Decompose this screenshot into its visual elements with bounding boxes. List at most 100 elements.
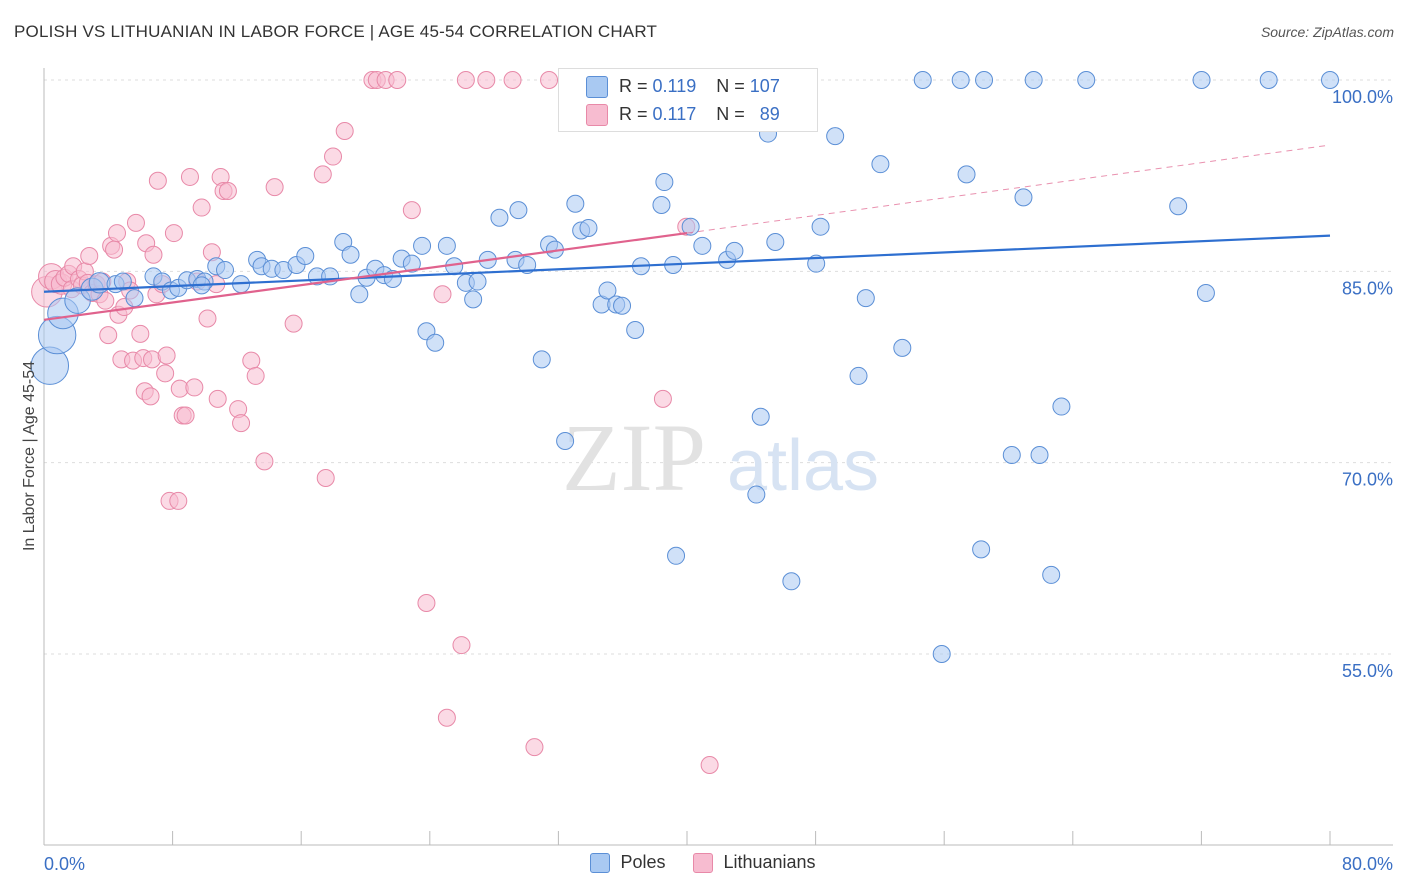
lithuanians-point-21	[107, 224, 126, 243]
legend-row-poles: R = 0.119 N = 107	[586, 73, 780, 99]
poles-point-93	[1030, 446, 1049, 465]
poles-point-95	[1052, 397, 1071, 416]
poles-point-82	[871, 155, 890, 174]
poles-point-37	[413, 236, 432, 255]
watermark-zip: ZIP	[562, 404, 706, 511]
poles-point-49	[518, 255, 537, 274]
poles-point-29	[341, 245, 360, 264]
lithuanians-point-29	[131, 324, 150, 343]
poles-point-30	[350, 285, 369, 304]
lithuanians-point-18	[99, 326, 118, 345]
lithuanians-point-33	[141, 387, 160, 406]
lithuanians-point-87	[653, 389, 672, 408]
poles-swatch	[586, 76, 608, 98]
poles-n-value: 107	[749, 75, 780, 96]
lithuanians-point-57	[218, 181, 237, 200]
lithuanians-point-28	[126, 213, 145, 232]
poles-point-97	[1169, 197, 1188, 216]
poles-point-60	[613, 296, 632, 315]
lithuanians-point-46	[176, 406, 195, 425]
poles-point-36	[402, 254, 421, 273]
poles-point-43	[464, 290, 483, 309]
poles-r-label: R =	[619, 75, 648, 96]
lithuanians-trend-line	[43, 231, 688, 321]
y-tick-labels: 55.0% 70.0% 85.0% 100.0%	[1332, 87, 1393, 681]
poles-point-63	[652, 196, 671, 215]
lithuanians-point-42	[164, 224, 183, 243]
lithuanians-point-65	[313, 165, 332, 184]
chart-title: POLISH VS LITHUANIAN IN LABOR FORCE | AG…	[14, 22, 658, 41]
lithuanians-point-37	[148, 171, 167, 190]
poles-point-84	[913, 71, 932, 89]
lithuanians-point-43	[169, 491, 188, 510]
poles-point-50	[532, 350, 551, 369]
lithuanians-point-47	[180, 167, 199, 186]
poles-point-64	[655, 173, 674, 192]
poles-point-48	[509, 201, 528, 220]
lithuanians-point-73	[402, 201, 421, 220]
poles-point-8	[125, 289, 144, 308]
poles-point-85	[932, 645, 951, 663]
lithuanians-point-89	[700, 755, 719, 774]
lithuanians-point-61	[246, 366, 265, 385]
axes	[43, 68, 1393, 846]
poles-point-81	[856, 289, 875, 308]
poles-point-39	[426, 333, 445, 352]
y-axis-label: In Labor Force | Age 45-54	[21, 361, 38, 551]
lithuanians-point-59	[232, 414, 251, 433]
poles-point-67	[681, 217, 700, 236]
lithuanians-point-62	[255, 452, 274, 471]
lithuanians-r-value: 0.117	[652, 103, 697, 124]
lithuanians-point-63	[265, 178, 284, 197]
lithuanians-point-68	[335, 122, 354, 141]
lithuanians-point-40	[157, 346, 176, 365]
lithuanians-point-75	[433, 285, 452, 304]
poles-point-72	[751, 407, 770, 426]
poles-point-66	[667, 546, 686, 565]
lithuanians-point-60	[242, 351, 261, 370]
poles-point-40	[437, 236, 456, 255]
lithuanians-point-76	[437, 708, 456, 727]
poles-point-70	[725, 241, 744, 260]
lithuanians-point-20	[105, 240, 124, 259]
legend-row-lithuanians: R = 0.117 N = 89	[586, 101, 780, 127]
poles-point-46	[490, 208, 509, 227]
poles-point-17	[216, 261, 235, 280]
poles-point-44	[468, 272, 487, 291]
poles-trend-line	[43, 234, 1331, 293]
poles-point-86	[951, 71, 970, 89]
trend-lines	[43, 144, 1331, 321]
lithuanians-point-77	[452, 636, 471, 655]
poles-point-7	[113, 272, 132, 291]
poles-point-89	[972, 540, 991, 559]
poles-point-71	[747, 485, 766, 504]
poles-points	[30, 71, 1339, 663]
lithuanians-point-50	[192, 198, 211, 217]
poles-point-61	[626, 321, 645, 340]
lithuanians-legend-swatch	[693, 852, 714, 873]
poles-point-94	[1042, 565, 1061, 584]
poles-point-99	[1196, 284, 1215, 303]
poles-point-58	[598, 281, 617, 300]
lithuanians-point-82	[540, 71, 559, 89]
lithuanians-point-51	[198, 309, 217, 328]
x-tick-label-1: 80.0%	[1342, 854, 1393, 874]
poles-point-68	[693, 236, 712, 255]
lithuanians-n-label: N =	[716, 103, 745, 124]
x-tick-label-0: 0.0%	[44, 854, 85, 874]
lithuanians-point-80	[503, 71, 522, 89]
poles-point-80	[849, 366, 868, 385]
poles-point-54	[566, 194, 585, 213]
poles-legend-label: Poles	[620, 852, 666, 872]
legend-item-lithuanians[interactable]: Lithuanians	[693, 852, 816, 873]
poles-point-79	[826, 127, 845, 146]
legend-item-poles[interactable]: Poles	[590, 852, 665, 873]
poles-point-88	[975, 71, 994, 89]
y-tick-label-2: 85.0%	[1342, 278, 1393, 298]
poles-point-56	[579, 218, 598, 237]
lithuanians-r-label: R =	[619, 103, 648, 124]
poles-point-78	[811, 217, 830, 236]
poles-point-101	[1321, 71, 1339, 89]
poles-point-25	[296, 247, 315, 266]
